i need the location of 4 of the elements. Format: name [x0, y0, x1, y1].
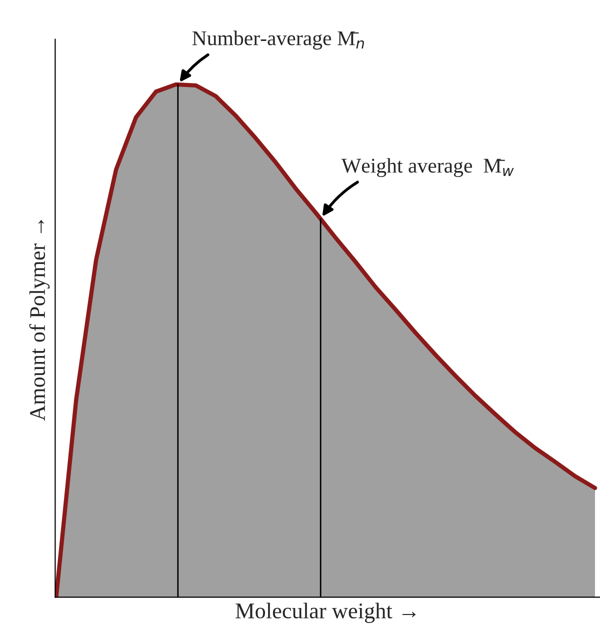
text: Number-average M̄$_{n}$	[192, 30, 364, 50]
y-axis-title: Amount of Polymer →	[29, 220, 50, 421]
annotation: Weight average M̄$_{w}$	[341, 158, 514, 178]
x-axis-title: Molecular weight →	[236, 602, 416, 623]
